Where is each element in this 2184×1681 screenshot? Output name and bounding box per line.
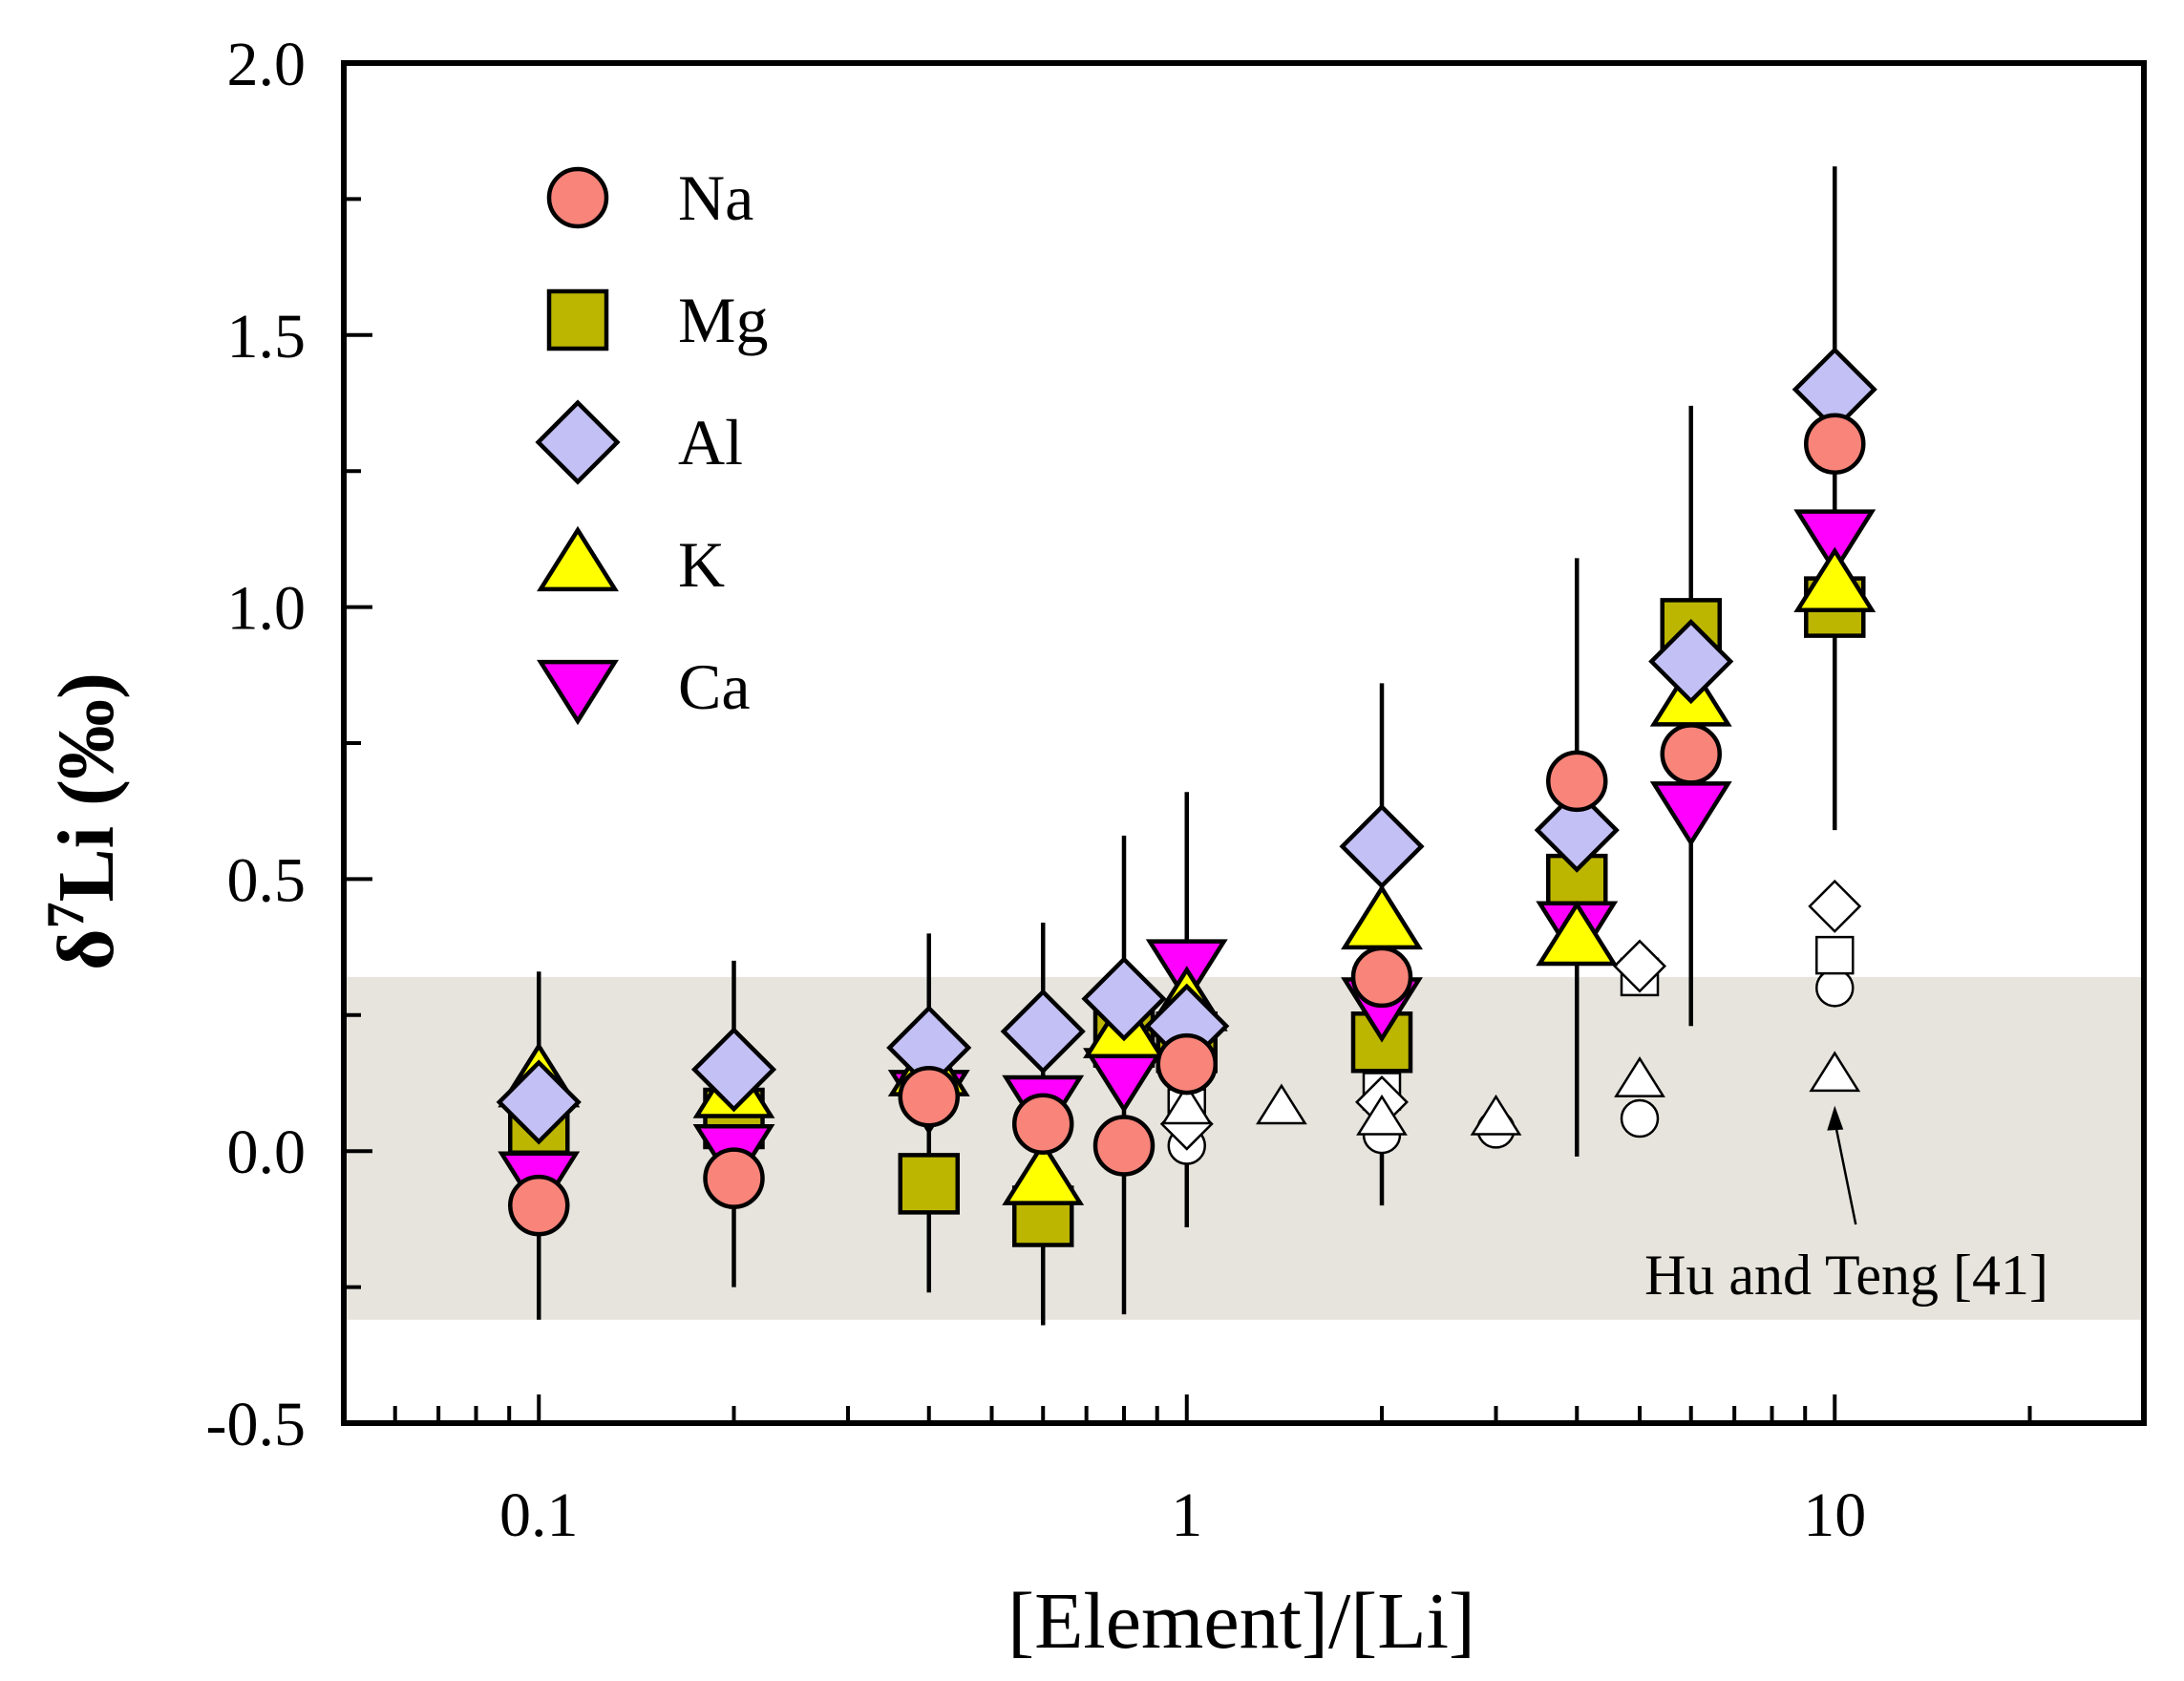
data-point-na (898, 1065, 961, 1128)
tick-labels: 0.1 1 10 -0.5 0.0 0.5 1.0 1.5 2.0 (206, 30, 1867, 1550)
reference-point (1614, 1056, 1665, 1097)
x-tick-label: 1 (1171, 1480, 1202, 1550)
data-point-k (1793, 546, 1877, 612)
data-point-na (1092, 1115, 1156, 1177)
legend-label-al: Al (678, 406, 743, 479)
legend-label-na: Na (678, 161, 753, 234)
data-point-al (1534, 787, 1620, 873)
data-point-na (1350, 946, 1413, 1009)
data-point-k (1002, 1139, 1085, 1205)
annotation-text: Hu and Teng [41] (1644, 1244, 2048, 1307)
y-tick-label: 1.0 (227, 574, 307, 644)
reference-point (1160, 1083, 1213, 1125)
x-tick-label: 0.1 (499, 1480, 579, 1550)
x-axis-label: [Element]/[Li] (1007, 1577, 1475, 1666)
legend: Na Mg Al K Ca (535, 161, 768, 726)
y-tick-label: 2.0 (227, 30, 307, 99)
data-point-k (1536, 900, 1619, 967)
plot-frame (341, 60, 2147, 1426)
reference-point (1356, 1094, 1408, 1136)
data-point-al (1081, 956, 1167, 1042)
y-axis-label-rest: Li (‰) (42, 672, 131, 902)
reference-point (1620, 1098, 1660, 1138)
y-tick-label: 1.5 (227, 302, 307, 372)
y-tick-label: 0.0 (227, 1117, 307, 1187)
y-axis-label-delta: δ (42, 928, 131, 970)
data-point-na (1804, 413, 1866, 475)
data-point-al (1648, 618, 1734, 705)
reference-point (1613, 939, 1667, 993)
reference-point (1809, 1051, 1861, 1093)
annotation-arrow-head (1827, 1105, 1844, 1131)
legend-marker-na (546, 166, 609, 229)
legend-label-ca: Ca (678, 650, 751, 723)
data-point-al (496, 1059, 582, 1145)
data-point-na (1011, 1093, 1074, 1155)
data-point-na (703, 1147, 765, 1209)
data-point-na (1156, 1032, 1219, 1096)
legend-marker-mg (546, 288, 609, 351)
reference-points (1159, 879, 1862, 1165)
legend-label-mg: Mg (678, 284, 768, 356)
reference-point (1815, 968, 1855, 1008)
data-point-na (1546, 750, 1608, 813)
annotation-arrow-line (1834, 1120, 1857, 1225)
legend-label-k: K (678, 528, 725, 601)
data-point-al (1000, 989, 1086, 1075)
y-tick-label: 0.5 (227, 845, 307, 915)
data-point-al (1339, 803, 1425, 889)
data-point-al (690, 1027, 777, 1113)
data-points (496, 347, 1877, 1247)
data-point-ca (1793, 509, 1877, 575)
data-point-na (1660, 723, 1722, 785)
y-tick-label: -0.5 (206, 1390, 306, 1459)
reference-point (1256, 1083, 1307, 1125)
reference-point (1808, 879, 1862, 933)
data-point-na (508, 1174, 570, 1237)
legend-marker-k (537, 525, 619, 592)
y-axis-label: δ7Li (‰) (36, 672, 131, 970)
reference-point (1815, 935, 1855, 975)
annotation: Hu and Teng [41] (1644, 1105, 2048, 1307)
legend-marker-ca (537, 659, 619, 726)
reference-point (1470, 1094, 1522, 1136)
data-point-mg (898, 1153, 961, 1215)
y-axis-label-superscript: 7 (36, 902, 95, 928)
reference-band (344, 976, 2144, 1320)
x-tick-label: 10 (1803, 1480, 1866, 1550)
legend-marker-al (535, 399, 621, 485)
